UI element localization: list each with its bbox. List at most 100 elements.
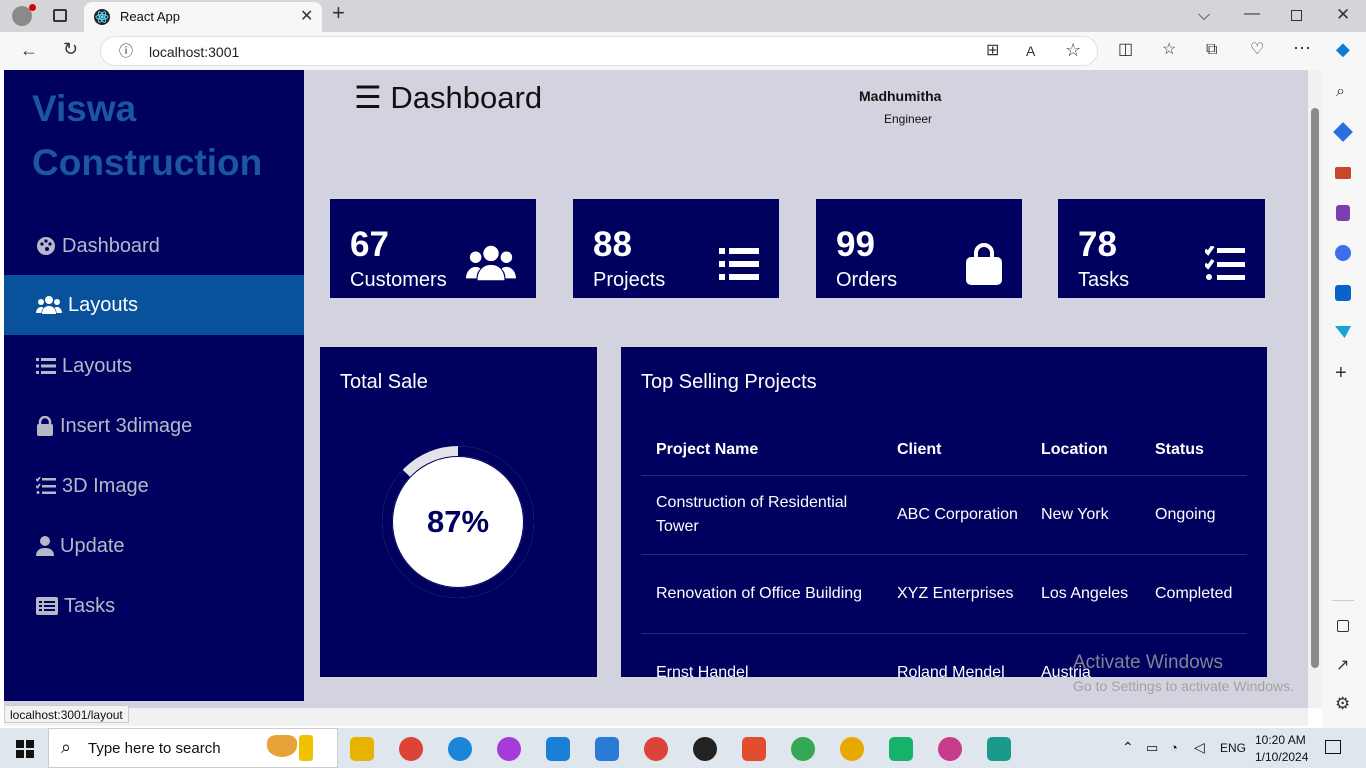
wps-icon[interactable] <box>497 737 521 761</box>
copilot-icon[interactable]: ◆ <box>1336 39 1350 59</box>
stat-card-tasks[interactable]: 78 Tasks <box>1058 199 1265 298</box>
notification-icon[interactable] <box>1325 740 1341 754</box>
info-icon[interactable]: ⓘ <box>119 43 133 59</box>
taskbar-search[interactable]: ⌕ Type here to search <box>48 728 338 768</box>
table-cell: Los Angeles <box>1026 554 1140 634</box>
scrollbar-thumb[interactable] <box>1311 108 1319 668</box>
chevron-down-icon[interactable]: ⌵ <box>1198 7 1211 24</box>
more-icon[interactable]: ⋯ <box>1293 38 1311 58</box>
table-row[interactable]: Ernst Handel Roland Mendel Austria <box>641 633 1247 677</box>
column-header: Client <box>882 425 1026 476</box>
sidebar-item-label: Insert 3dimage <box>60 414 193 437</box>
app-install-icon[interactable]: ⊞ <box>986 42 1000 59</box>
edge-icon[interactable] <box>448 737 472 761</box>
stat-label: Tasks <box>1078 269 1130 291</box>
tab-bar: React App ✕ + ⌵ — ✕ <box>0 0 1366 32</box>
add-icon[interactable]: + <box>1335 362 1347 384</box>
sidebar-item-tasks[interactable]: Tasks <box>4 576 304 636</box>
clock-time[interactable]: 10:20 AM <box>1255 733 1306 747</box>
chrome-profile-icon[interactable] <box>644 737 668 761</box>
copilot-apps-icon[interactable] <box>1335 245 1351 261</box>
chrome-alt-icon[interactable] <box>840 737 864 761</box>
sidebar-item-insert-3dimage[interactable]: Insert 3dimage <box>4 396 304 456</box>
table-row[interactable]: Renovation of Office Building XYZ Enterp… <box>641 554 1247 634</box>
refresh-icon[interactable]: ↻ <box>63 39 79 59</box>
chrome-m2-icon[interactable] <box>938 737 962 761</box>
tray-chevron-icon[interactable]: ⌃ <box>1122 739 1134 755</box>
table-cell: Roland Mendel <box>882 633 1026 677</box>
clock-date[interactable]: 1/10/2024 <box>1255 750 1309 764</box>
restore-icon[interactable] <box>1291 10 1302 21</box>
panel-icon[interactable] <box>1337 620 1349 632</box>
git-icon[interactable] <box>742 737 766 761</box>
new-tab-icon[interactable]: + <box>332 0 345 25</box>
stat-label: Orders <box>836 269 898 291</box>
language-indicator[interactable]: ENG <box>1220 741 1247 755</box>
cube-app-icon[interactable] <box>889 737 913 761</box>
settings-icon[interactable]: ⚙ <box>1335 694 1351 713</box>
url-text: localhost:3001 <box>149 44 240 60</box>
stat-value: 88 <box>593 225 632 264</box>
watermark-line1: Activate Windows <box>1073 652 1223 673</box>
browser-essentials-icon[interactable]: ♡ <box>1250 41 1265 58</box>
sidebar-item-update[interactable]: Update <box>4 516 304 576</box>
volume-icon[interactable]: ◁ <box>1194 739 1205 755</box>
minimize-icon[interactable]: — <box>1244 5 1260 22</box>
sidebar: Viswa Construction Dashboard Layouts Lay… <box>4 70 304 701</box>
watermark-line2: Go to Settings to activate Windows. <box>1073 678 1294 694</box>
user-icon <box>36 536 54 556</box>
sidebar-item-3d-image[interactable]: 3D Image <box>4 456 304 516</box>
split-screen-icon[interactable]: ◫ <box>1118 41 1134 58</box>
hs-app-icon[interactable] <box>693 737 717 761</box>
wifi-icon[interactable]: ◔ <box>1170 740 1178 755</box>
vertical-scrollbar[interactable] <box>1308 70 1322 708</box>
tag-icon[interactable] <box>1333 122 1353 142</box>
tools-icon[interactable] <box>1335 167 1351 179</box>
chrome-m-icon[interactable] <box>791 737 815 761</box>
tab-actions-icon[interactable] <box>53 9 67 22</box>
games-icon[interactable] <box>1336 205 1350 221</box>
browser-tab[interactable]: React App ✕ <box>84 2 322 32</box>
close-window-icon[interactable]: ✕ <box>1336 5 1351 24</box>
column-header: Project Name <box>641 425 882 476</box>
open-external-icon[interactable]: ↗ <box>1336 657 1350 674</box>
send-icon[interactable] <box>1335 326 1351 338</box>
table-cell: Austria <box>1026 633 1140 677</box>
sidebar-item-label: Update <box>60 534 125 557</box>
stat-card-customers[interactable]: 67 Customers <box>330 199 536 298</box>
sidebar-item-dashboard[interactable]: Dashboard <box>4 216 304 276</box>
favorites-icon[interactable]: ☆ <box>1162 41 1177 58</box>
outlook-icon[interactable] <box>1335 285 1351 301</box>
vscode-icon[interactable] <box>546 737 570 761</box>
back-icon[interactable]: ← <box>20 40 38 60</box>
profile-icon[interactable] <box>12 6 32 26</box>
hamburger-icon[interactable]: ☰ <box>354 80 382 115</box>
table-cell: New York <box>1026 475 1140 555</box>
sidebar-item-layouts-active[interactable]: Layouts <box>4 275 304 335</box>
chrome-icon[interactable] <box>399 737 423 761</box>
device-icon[interactable]: ▭ <box>1146 740 1159 755</box>
horizontal-scrollbar[interactable] <box>4 708 1308 726</box>
column-header: Location <box>1026 425 1140 476</box>
table-cell: XYZ Enterprises <box>882 554 1026 634</box>
top-selling-panel: Top Selling Projects Project Name Client… <box>621 347 1267 677</box>
stat-card-orders[interactable]: 99 Orders <box>816 199 1022 298</box>
package-app-icon[interactable] <box>987 737 1011 761</box>
sidebar-item-layouts[interactable]: Layouts <box>4 336 304 396</box>
windows-start-icon[interactable] <box>16 740 34 758</box>
file-explorer-icon[interactable] <box>350 737 374 761</box>
users-icon <box>36 296 62 314</box>
store-icon[interactable] <box>595 737 619 761</box>
sidebar-item-label: Dashboard <box>62 234 160 257</box>
stat-card-projects[interactable]: 88 Projects <box>573 199 779 298</box>
collections-icon[interactable]: ⧉ <box>1206 41 1218 58</box>
close-tab-icon[interactable]: ✕ <box>300 8 314 25</box>
table-row[interactable]: Construction of Residential Tower ABC Co… <box>641 475 1247 555</box>
url-field[interactable]: ⓘ localhost:3001 ⊞ A ☆ <box>100 36 1098 66</box>
table-cell: ABC Corporation <box>882 475 1026 555</box>
tab-title: React App <box>120 9 180 24</box>
favorite-star-icon[interactable]: ☆ <box>1065 40 1082 60</box>
search-icon[interactable]: ⌕ <box>1336 83 1345 100</box>
brand-logo[interactable]: Viswa Construction <box>32 82 292 190</box>
read-aloud-icon[interactable]: A <box>1026 43 1036 59</box>
